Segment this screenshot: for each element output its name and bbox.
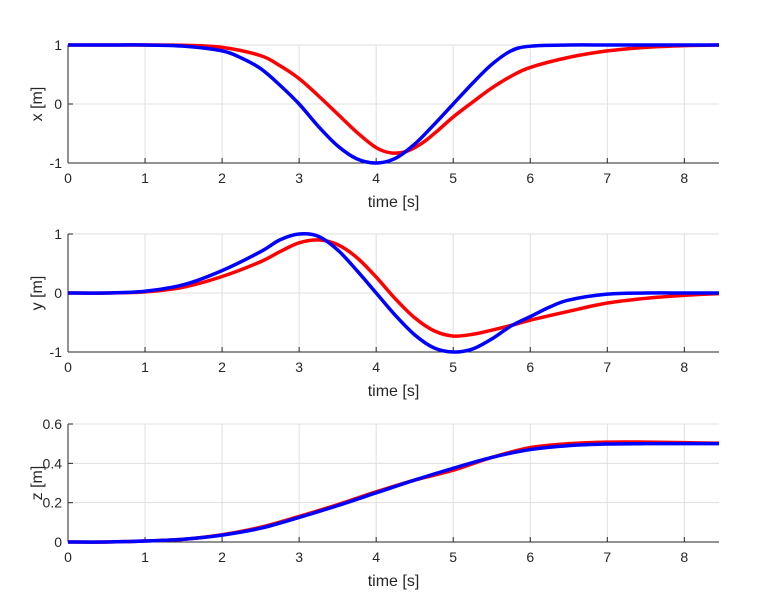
x-tick-label-3-7: 7	[603, 549, 611, 565]
x-axis-label-2: time [s]	[368, 383, 420, 400]
x-tick-label-1-6: 6	[526, 170, 534, 186]
series-line-1-2	[68, 43, 719, 165]
series-line-2-2	[68, 232, 719, 354]
x-tick-label-1-3: 3	[295, 170, 303, 186]
x-tick-label-2-6: 6	[526, 359, 534, 375]
x-tick-label-3-4: 4	[372, 549, 380, 565]
x-axis-label-1: time [s]	[368, 194, 420, 211]
x-tick-label-1-8: 8	[680, 170, 688, 186]
x-tick-label-2-0: 0	[64, 359, 72, 375]
y-tick-label-1-2: 1	[54, 37, 62, 53]
x-tick-label-2-8: 8	[680, 359, 688, 375]
series-line-2-1	[68, 238, 719, 338]
x-tick-label-2-1: 1	[141, 359, 149, 375]
x-tick-label-1-1: 1	[141, 170, 149, 186]
y-tick-label-2-1: 0	[54, 285, 62, 301]
x-tick-label-3-2: 2	[218, 549, 226, 565]
x-tick-label-1-5: 5	[449, 170, 457, 186]
x-tick-label-2-2: 2	[218, 359, 226, 375]
x-tick-label-3-3: 3	[295, 549, 303, 565]
x-tick-label-3-5: 5	[449, 549, 457, 565]
y-tick-label-3-2: 0.4	[43, 455, 63, 471]
x-tick-label-2-7: 7	[603, 359, 611, 375]
series-line-3-2	[68, 441, 719, 544]
x-tick-label-3-0: 0	[64, 549, 72, 565]
x-tick-label-3-6: 6	[526, 549, 534, 565]
y-tick-label-2-2: 1	[54, 226, 62, 242]
subplot-3: 0 1 2 3 4 5 6 7 8 0 0.2 0.4 0.6 time [s] z [m]	[29, 416, 719, 590]
x-tick-label-2-5: 5	[449, 359, 457, 375]
series-line-1-1	[68, 43, 719, 155]
x-tick-label-1-4: 4	[372, 170, 380, 186]
y-tick-label-3-3: 0.6	[43, 416, 63, 432]
x-tick-label-1-0: 0	[64, 170, 72, 186]
y-axis-label-3: z [m]	[29, 466, 46, 501]
x-tick-label-2-4: 4	[372, 359, 380, 375]
y-axis-label-2: y [m]	[29, 276, 46, 311]
x-tick-label-1-2: 2	[218, 170, 226, 186]
y-axis-label-1: x [m]	[29, 87, 46, 122]
x-tick-label-2-3: 3	[295, 359, 303, 375]
y-tick-label-1-0: -1	[50, 155, 63, 171]
y-tick-label-3-0: 0	[54, 534, 62, 550]
x-tick-label-3-1: 1	[141, 549, 149, 565]
y-tick-label-2-0: -1	[50, 344, 63, 360]
x-axis-label-3: time [s]	[368, 573, 420, 590]
y-tick-label-1-1: 0	[54, 96, 62, 112]
x-tick-label-3-8: 8	[680, 549, 688, 565]
x-tick-label-1-7: 7	[603, 170, 611, 186]
y-tick-label-3-1: 0.2	[43, 495, 63, 511]
